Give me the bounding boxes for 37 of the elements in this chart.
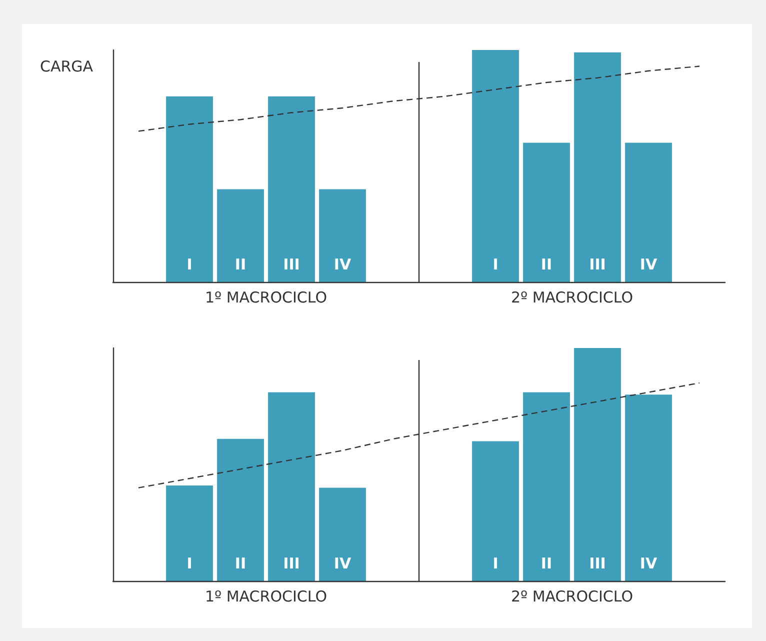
bar xyxy=(574,52,621,282)
x-tick-label: III xyxy=(589,256,606,274)
bar xyxy=(625,394,672,581)
x-tick-label: II xyxy=(540,256,552,274)
bar xyxy=(268,392,315,581)
x-tick-label: II xyxy=(540,554,552,572)
bar xyxy=(217,438,264,581)
bar xyxy=(472,441,519,581)
x-tick-label: III xyxy=(589,554,606,572)
x-tick-label: III xyxy=(283,554,300,572)
x-tick-label: IV xyxy=(640,554,658,572)
bar xyxy=(523,142,570,282)
bar xyxy=(319,488,366,581)
x-tick-label: IV xyxy=(334,256,352,274)
text: 2º MACROCICLO xyxy=(510,588,634,606)
bar xyxy=(472,50,519,282)
x-tick-label: IV xyxy=(334,554,352,572)
x-tick-label: II xyxy=(234,554,246,572)
x-tick-label: I xyxy=(186,256,192,274)
bar xyxy=(268,96,315,282)
text: 1º MACROCICLO xyxy=(204,588,328,606)
bar xyxy=(625,142,672,282)
text: 2º MACROCICLO xyxy=(510,288,634,306)
x-tick-label: III xyxy=(283,256,300,274)
bar xyxy=(166,96,213,282)
bar xyxy=(319,189,366,282)
x-tick-label: IV xyxy=(640,256,658,274)
x-tick-label: I xyxy=(186,554,192,572)
x-tick-label: I xyxy=(492,554,498,572)
x-tick-label: I xyxy=(492,256,498,274)
x-tick-label: II xyxy=(234,256,246,274)
bar xyxy=(217,189,264,282)
y-axis-title: CARGA xyxy=(40,58,94,76)
bar xyxy=(166,485,213,581)
bar xyxy=(523,392,570,581)
text: 1º MACROCICLO xyxy=(204,288,328,306)
bar xyxy=(574,348,621,581)
